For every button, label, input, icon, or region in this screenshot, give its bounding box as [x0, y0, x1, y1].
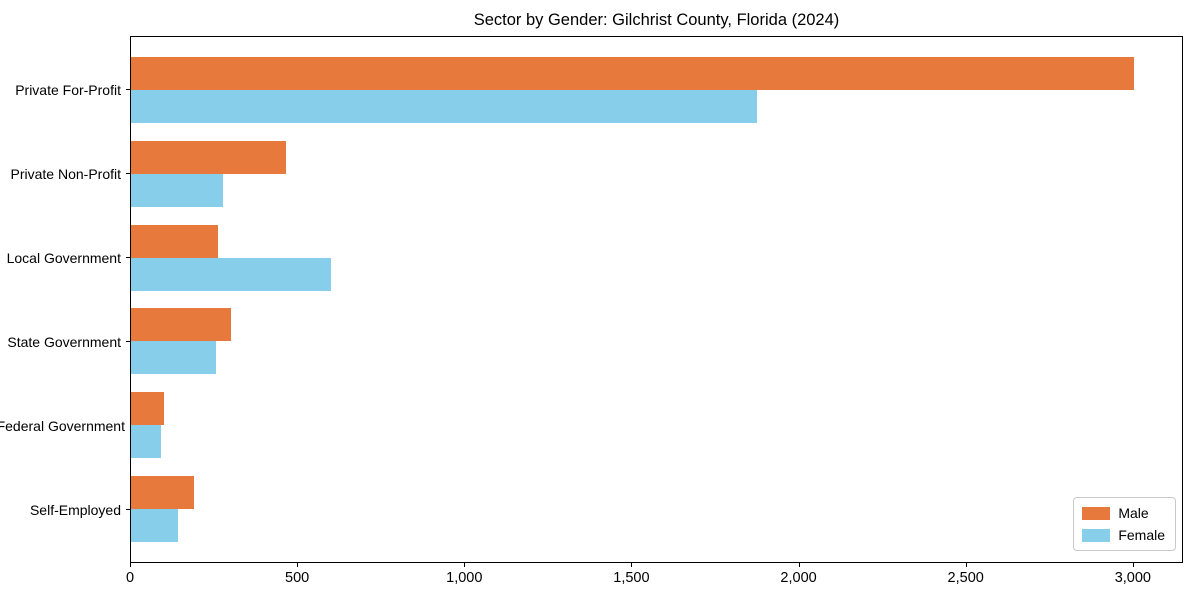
y-tick-mark — [126, 509, 130, 510]
legend-swatch-female — [1082, 528, 1111, 542]
x-tick-label: 2,500 — [947, 570, 984, 586]
x-tick-mark — [297, 563, 299, 567]
legend: Male Female — [1073, 497, 1176, 551]
y-tick-mark — [126, 341, 130, 342]
y-tick-label: Self-Employed — [29, 501, 121, 518]
bar-female — [131, 257, 332, 291]
x-tick-label: 500 — [285, 570, 310, 586]
x-tick-mark — [130, 563, 131, 567]
y-tick-cell: Federal Government — [0, 384, 130, 468]
bar-group — [131, 300, 1182, 384]
bars-column — [131, 37, 1182, 562]
y-axis-labels: Private For-Profit Private Non-Profit Loca… — [0, 36, 130, 563]
legend-item: Female — [1082, 527, 1165, 543]
legend-item: Male — [1082, 505, 1165, 521]
y-tick-cell: Private For-Profit — [0, 48, 130, 132]
bar-male — [131, 308, 232, 342]
x-tick-label: 2,000 — [780, 570, 817, 586]
bar-female — [131, 90, 757, 124]
y-tick-mark — [126, 173, 130, 174]
bar-group — [131, 49, 1182, 133]
bar-female — [131, 425, 162, 459]
legend-swatch-male — [1082, 506, 1111, 520]
bar-male — [131, 141, 287, 174]
y-tick-mark — [126, 257, 130, 258]
x-tick-label: 3,000 — [1114, 570, 1151, 586]
bar-female — [131, 174, 223, 207]
bar-male — [131, 57, 1134, 91]
bar-male — [131, 224, 218, 258]
y-tick-cell: Private Non-Profit — [0, 132, 130, 216]
legend-label: Female — [1118, 527, 1165, 543]
bar-female — [131, 508, 178, 542]
y-tick-cell: Self-Employed — [0, 468, 130, 552]
y-tick-cell: State Government — [0, 300, 130, 384]
bar-group — [131, 467, 1182, 551]
plot-area: Male Female — [130, 36, 1183, 563]
y-tick-label: Federal Government — [0, 417, 125, 434]
y-tick-mark — [126, 89, 130, 90]
x-tick-mark — [631, 563, 633, 567]
y-tick-label: State Government — [7, 333, 121, 350]
x-tick-mark — [1132, 563, 1134, 567]
bar-female — [131, 341, 217, 375]
x-tick-label: 1,000 — [446, 570, 483, 586]
x-tick-mark — [798, 563, 800, 567]
y-tick-label: Local Government — [6, 249, 121, 266]
bar-group — [131, 383, 1182, 467]
x-tick-mark — [965, 563, 967, 567]
bar-male — [131, 392, 165, 426]
bar-male — [131, 475, 195, 509]
x-axis-ticks: 0 500 1,000 1,500 2,000 2,500 3,000 — [126, 563, 1183, 589]
bar-group — [131, 132, 1182, 216]
x-tick-label: 1,500 — [613, 570, 650, 586]
x-tick-label: 0 — [125, 570, 135, 586]
chart-title: Sector by Gender: Gilchrist County, Flor… — [473, 11, 840, 29]
y-tick-cell: Local Government — [0, 216, 130, 300]
y-tick-label: Private Non-Profit — [10, 165, 121, 182]
x-tick-mark — [464, 563, 466, 567]
y-tick-label: Private For-Profit — [15, 81, 121, 98]
bar-group — [131, 216, 1182, 300]
legend-label: Male — [1118, 505, 1149, 521]
